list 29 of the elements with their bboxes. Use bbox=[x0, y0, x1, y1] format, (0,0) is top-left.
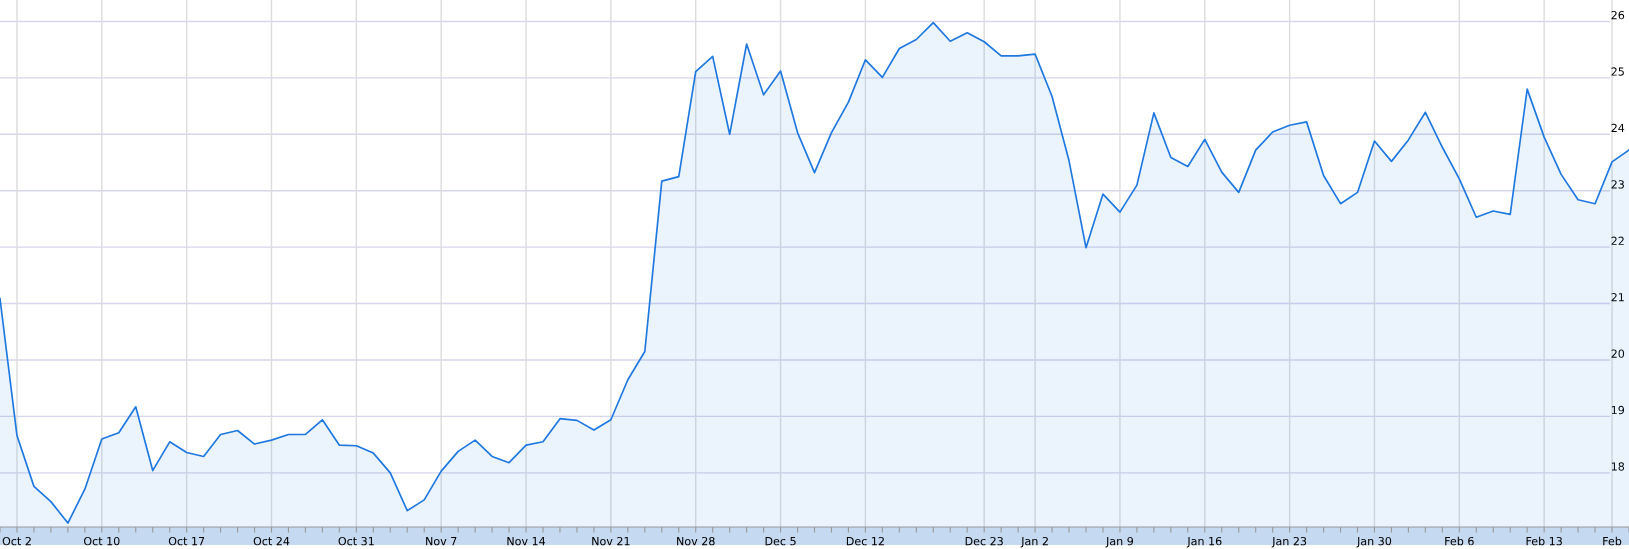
x-tick-label: Dec 5 bbox=[765, 537, 796, 546]
y-tick-label: 26 bbox=[1611, 10, 1625, 20]
y-tick-label: 25 bbox=[1611, 67, 1624, 76]
x-tick-label: Nov 14 bbox=[507, 537, 546, 546]
x-tick-label: Jan 16 bbox=[1186, 536, 1222, 548]
x-tick-label: Jan 2 bbox=[1020, 536, 1048, 548]
x-tick-label: Jan 30 bbox=[1356, 536, 1392, 548]
x-tick-label: Oct 10 bbox=[83, 536, 120, 546]
x-tick-label: Feb 13 bbox=[1526, 536, 1562, 546]
y-tick-label: 24 bbox=[1611, 123, 1625, 132]
x-tick-label: Oct 17 bbox=[168, 536, 205, 546]
x-tick-label: Dec 12 bbox=[846, 536, 884, 546]
x-tick-label: Feb bbox=[1603, 536, 1622, 546]
x-tick-label: Nov 21 bbox=[592, 536, 630, 546]
x-tick-label: Oct 31 bbox=[338, 536, 374, 546]
y-tick-label: 18 bbox=[1611, 462, 1625, 471]
x-tick-label: Oct 24 bbox=[253, 536, 290, 546]
x-tick-label: Nov 7 bbox=[426, 537, 457, 546]
x-tick-label: Jan 23 bbox=[1271, 536, 1307, 548]
x-tick-label: Nov 28 bbox=[677, 536, 715, 546]
y-tick-label: 19 bbox=[1611, 405, 1625, 415]
y-tick-label: 22 bbox=[1611, 236, 1624, 245]
y-tick-label: 21 bbox=[1611, 293, 1624, 302]
x-tick-label: Jan 9 bbox=[1105, 536, 1134, 548]
y-tick-label: 20 bbox=[1611, 349, 1625, 358]
x-tick-label: Oct 2 bbox=[2, 536, 31, 546]
y-tick-label: 23 bbox=[1611, 180, 1624, 189]
x-tick-label: Feb 6 bbox=[1445, 536, 1474, 546]
x-tick-label: Dec 23 bbox=[965, 536, 1003, 546]
